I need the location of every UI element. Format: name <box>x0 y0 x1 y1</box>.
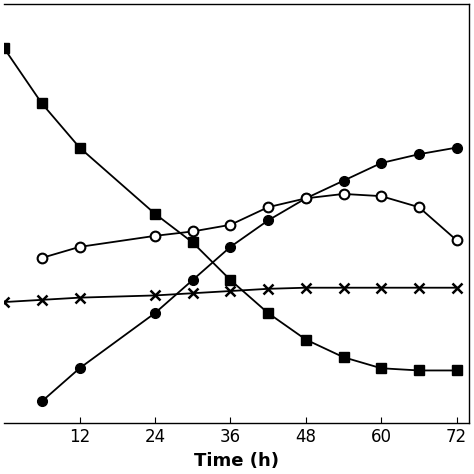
X-axis label: Time (h): Time (h) <box>194 452 279 470</box>
